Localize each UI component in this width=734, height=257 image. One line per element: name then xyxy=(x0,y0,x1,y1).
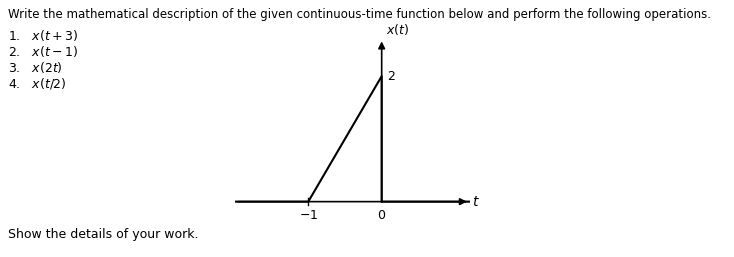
Text: Write the mathematical description of the given continuous-time function below a: Write the mathematical description of th… xyxy=(8,8,711,21)
Text: Show the details of your work.: Show the details of your work. xyxy=(8,228,198,241)
Text: $0$: $0$ xyxy=(377,209,386,222)
Text: 4.   $x(t/2)$: 4. $x(t/2)$ xyxy=(8,76,67,91)
Text: $2$: $2$ xyxy=(387,70,396,83)
Text: $-1$: $-1$ xyxy=(299,209,318,222)
Text: $t$: $t$ xyxy=(472,195,480,209)
Text: 1.   $x(t+3)$: 1. $x(t+3)$ xyxy=(8,28,78,43)
Text: $x(t)$: $x(t)$ xyxy=(386,22,410,37)
Text: 2.   $x(t-1)$: 2. $x(t-1)$ xyxy=(8,44,78,59)
Text: 3.   $x(2t)$: 3. $x(2t)$ xyxy=(8,60,63,75)
